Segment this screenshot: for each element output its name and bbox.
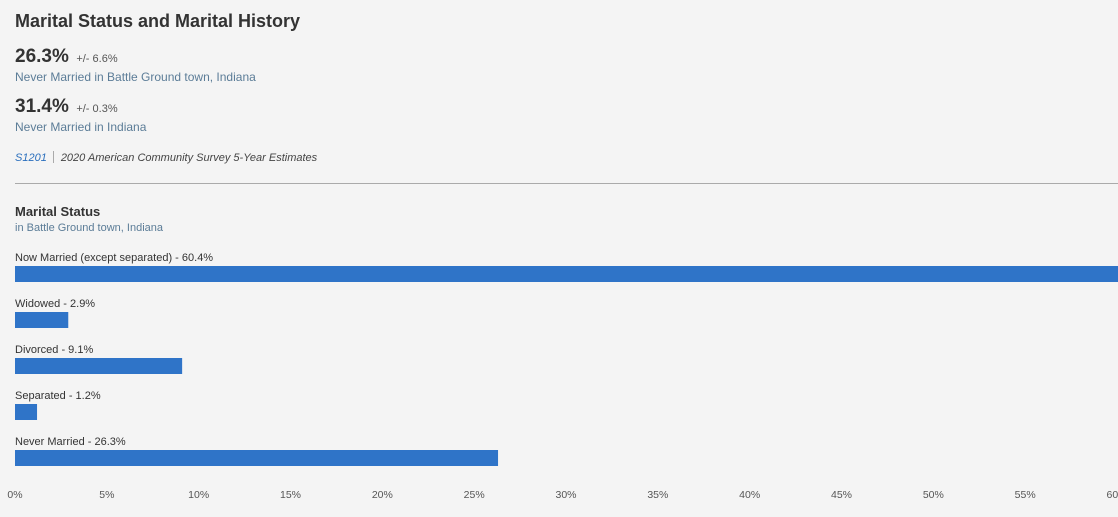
bar-label: Divorced - 9.1% [15,344,93,356]
bar-label: Now Married (except separated) - 60.4% [15,252,213,264]
stat-state-description: Never Married in Indiana [15,120,147,134]
stat-local-value: 26.3% [15,46,69,67]
source-separator [52,151,54,163]
stat-state-moe: +/- 0.3% [76,103,118,115]
stat-local: 26.3% +/- 6.6% Never Married in Battle G… [15,46,256,84]
x-tick-label: 25% [464,489,485,501]
x-tick-label: 10% [188,489,209,501]
x-tick-label: 20% [372,489,393,501]
section-title: Marital Status and Marital History [15,11,301,31]
stat-state: 31.4% +/- 0.3% Never Married in Indiana [15,96,146,134]
x-tick-label: 15% [280,489,301,501]
source-table-link[interactable]: S1201 [15,152,47,164]
stat-state-value: 31.4% [15,96,69,117]
stat-local-description: Never Married in Battle Ground town, Ind… [15,70,256,84]
bar[interactable] [15,266,1118,282]
bar-label: Separated - 1.2% [15,390,101,402]
bar-label: Never Married - 26.3% [15,436,126,448]
x-tick-label: 45% [831,489,852,501]
source-survey: 2020 American Community Survey 5-Year Es… [60,152,318,164]
x-tick-label: 0% [7,489,22,501]
source-line: S1201 2020 American Community Survey 5-Ye… [15,151,317,164]
bar[interactable] [15,404,38,420]
bar[interactable] [15,358,183,374]
x-tick-label: 60% [1106,489,1118,501]
bar-label: Widowed - 2.9% [15,298,95,310]
stat-local-moe: +/- 6.6% [76,53,118,65]
x-tick-label: 40% [739,489,760,501]
bar[interactable] [15,450,499,466]
section-divider [15,183,1118,184]
x-tick-label: 35% [647,489,668,501]
chart-subtitle: in Battle Ground town, Indiana [15,222,163,234]
x-tick-label: 30% [555,489,576,501]
x-tick-label: 5% [99,489,114,501]
bar[interactable] [15,312,69,328]
x-tick-label: 50% [923,489,944,501]
x-tick-label: 55% [1015,489,1036,501]
chart-title: Marital Status [15,204,101,219]
